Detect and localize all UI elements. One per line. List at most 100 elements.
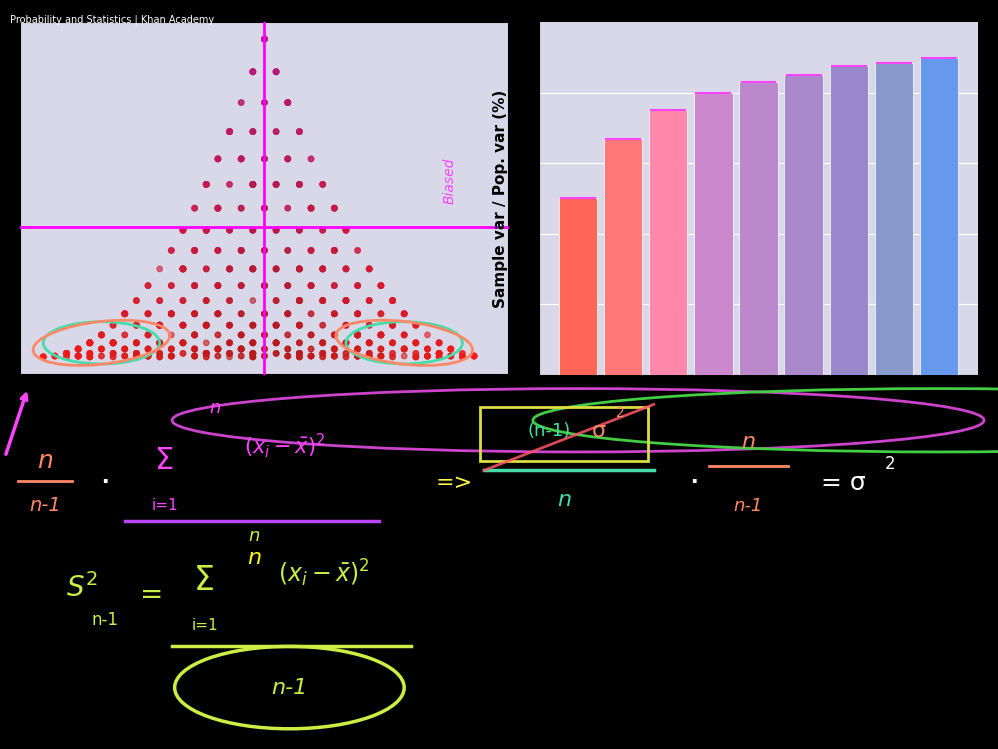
Point	[419, 350, 435, 362]
Point	[303, 244, 319, 256]
Text: =: =	[140, 581, 164, 610]
Point	[164, 350, 180, 362]
Point	[187, 350, 203, 362]
Point	[199, 348, 215, 360]
Point	[291, 224, 307, 236]
Point	[35, 351, 51, 363]
Point	[349, 350, 365, 362]
Text: $(x_i - \bar{x})^2$: $(x_i - \bar{x})^2$	[278, 557, 370, 589]
Point	[256, 33, 272, 45]
Point	[234, 153, 250, 165]
X-axis label: Sample size: Sample size	[699, 403, 818, 421]
Point	[373, 350, 389, 362]
Point	[129, 319, 145, 331]
Point	[326, 308, 342, 320]
Point	[256, 279, 272, 291]
Point	[70, 350, 86, 362]
Point	[326, 329, 342, 341]
Point	[199, 351, 215, 363]
Point	[199, 263, 215, 275]
Point	[59, 351, 75, 363]
Point	[279, 244, 295, 256]
Point	[245, 263, 260, 275]
Point	[373, 350, 389, 362]
Point	[314, 224, 330, 236]
Point	[82, 337, 98, 349]
Bar	[874, 63, 913, 374]
Point	[338, 337, 354, 349]
Point	[199, 224, 215, 236]
Point	[175, 294, 191, 306]
Point	[279, 329, 295, 341]
Point	[384, 319, 400, 331]
Point	[187, 350, 203, 362]
Point	[361, 263, 377, 275]
Point	[199, 319, 215, 331]
Point	[164, 350, 180, 362]
Point	[349, 350, 365, 362]
Point	[129, 351, 145, 363]
Point	[443, 350, 459, 362]
Point	[245, 178, 260, 190]
Point	[234, 343, 250, 355]
Point	[349, 329, 365, 341]
Point	[129, 337, 145, 349]
Point	[59, 348, 75, 360]
Point	[210, 343, 226, 355]
Point	[268, 263, 284, 275]
Point	[431, 351, 447, 363]
Point	[70, 350, 86, 362]
Point	[256, 308, 272, 320]
Point	[164, 343, 180, 355]
Point	[140, 279, 156, 291]
Point	[291, 126, 307, 138]
Point	[256, 279, 272, 291]
Point	[140, 308, 156, 320]
Point	[326, 244, 342, 256]
Point	[164, 350, 180, 362]
Point	[234, 343, 250, 355]
Point	[349, 308, 365, 320]
Point	[279, 308, 295, 320]
Point	[105, 337, 121, 349]
Point	[279, 308, 295, 320]
Point	[291, 224, 307, 236]
Point	[303, 202, 319, 214]
Point	[70, 343, 86, 355]
Point	[303, 329, 319, 341]
Point	[175, 319, 191, 331]
Point	[314, 337, 330, 349]
Point	[279, 279, 295, 291]
Point	[338, 294, 354, 306]
Point	[129, 337, 145, 349]
Point	[222, 224, 238, 236]
Point	[245, 319, 260, 331]
Point	[70, 350, 86, 362]
Point	[303, 329, 319, 341]
Point	[222, 348, 238, 360]
Point	[373, 343, 389, 355]
Point	[326, 308, 342, 320]
Point	[245, 224, 260, 236]
Point	[326, 343, 342, 355]
Point	[187, 308, 203, 320]
Point	[384, 351, 400, 363]
Point	[94, 343, 110, 355]
Text: n: n	[742, 432, 755, 452]
Point	[234, 329, 250, 341]
Point	[396, 308, 412, 320]
Point	[35, 351, 51, 363]
Point	[256, 329, 272, 341]
Point	[326, 329, 342, 341]
Point	[431, 348, 447, 360]
Point	[268, 337, 284, 349]
Point	[129, 348, 145, 360]
Point	[152, 348, 168, 360]
Point	[140, 343, 156, 355]
Point	[245, 66, 260, 78]
Point	[373, 279, 389, 291]
Point	[245, 66, 260, 78]
Point	[152, 319, 168, 331]
Point	[268, 319, 284, 331]
Point	[256, 279, 272, 291]
